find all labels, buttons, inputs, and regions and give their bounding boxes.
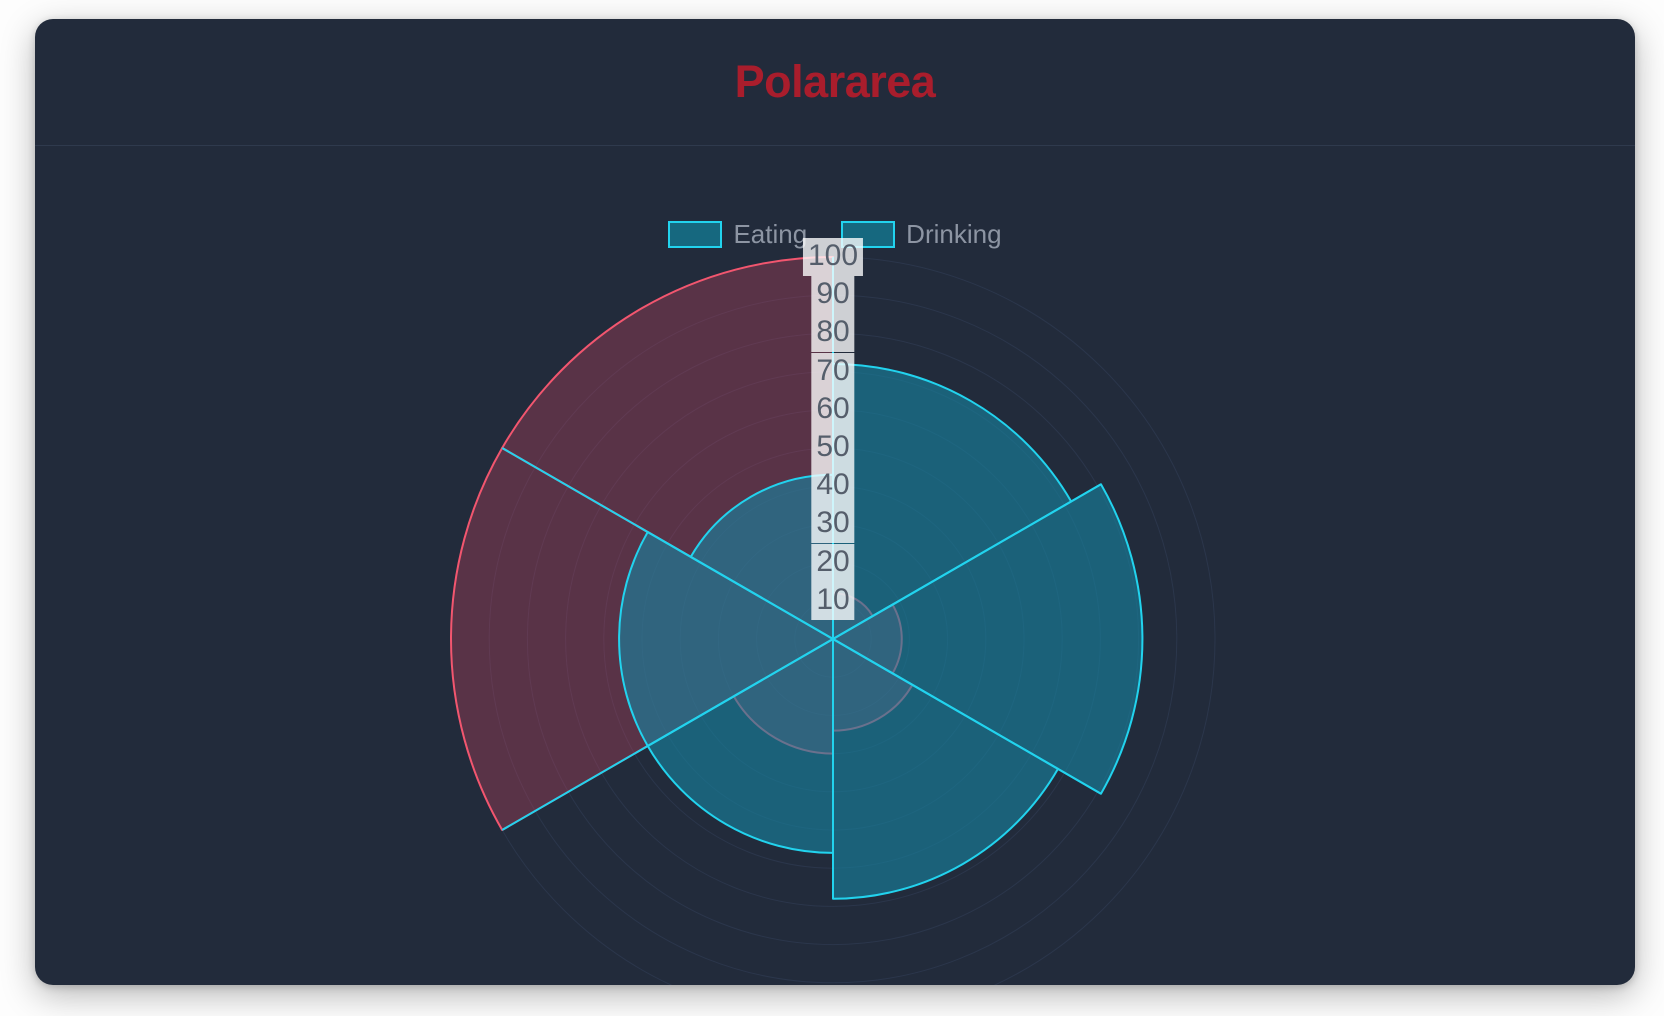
radial-tick-label: 50 (811, 429, 855, 467)
series-drinking[interactable] (618, 362, 1144, 900)
radial-tick-label: 90 (811, 276, 855, 315)
angle-spokes (501, 257, 1102, 899)
card-header: Polararea (35, 19, 1635, 146)
radial-tick-label: 10 (811, 581, 855, 620)
polar-area-chart[interactable]: 100 90 80 70 60 50 40 30 20 10 (35, 146, 1635, 985)
polar-chart-canvas (450, 256, 1216, 985)
chart-card: Polararea Eating Drinking (35, 19, 1635, 985)
card-body: Eating Drinking 100 90 80 70 60 50 40 30 20 10 (35, 146, 1635, 985)
radial-tick-label: 70 (811, 352, 855, 391)
radial-tick-label: 60 (811, 390, 855, 429)
radial-tick-label: 30 (811, 505, 855, 544)
radial-tick-label: 40 (811, 467, 855, 506)
radial-tick-label: 80 (811, 314, 855, 353)
radial-tick-label: 100 (802, 238, 864, 276)
radial-tick-label: 20 (811, 543, 855, 582)
page-title: Polararea (734, 56, 936, 107)
